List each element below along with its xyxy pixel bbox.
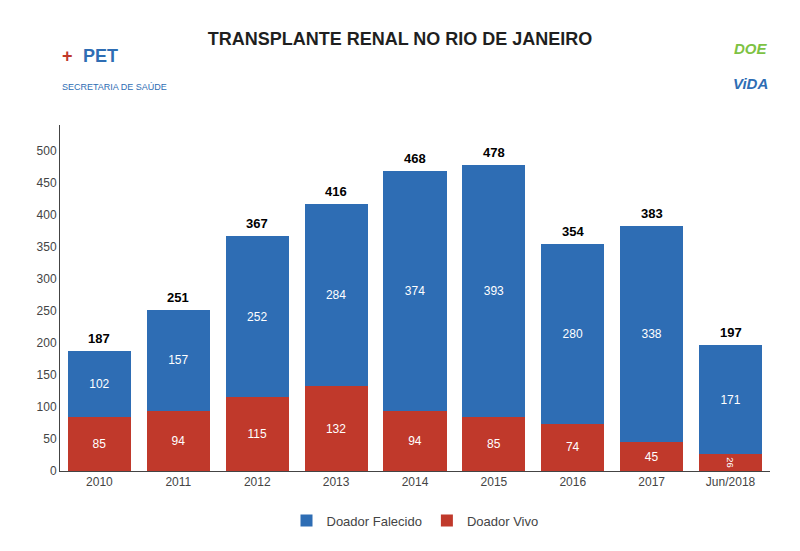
svg-text:100: 100 — [37, 400, 57, 414]
svg-text:2015: 2015 — [481, 475, 508, 489]
svg-text:2014: 2014 — [402, 475, 429, 489]
svg-text:400: 400 — [37, 208, 57, 222]
svg-text:Doador Falecido: Doador Falecido — [327, 514, 422, 529]
svg-text:85: 85 — [93, 437, 107, 451]
svg-text:Jun/2018: Jun/2018 — [706, 475, 756, 489]
svg-text:200: 200 — [37, 336, 57, 350]
svg-text:250: 250 — [37, 304, 57, 318]
svg-text:85: 85 — [487, 437, 501, 451]
svg-text:280: 280 — [563, 327, 583, 341]
svg-text:74: 74 — [566, 440, 580, 454]
svg-text:132: 132 — [326, 422, 346, 436]
svg-text:251: 251 — [167, 290, 189, 305]
svg-text:171: 171 — [720, 393, 740, 407]
svg-text:393: 393 — [484, 284, 504, 298]
svg-text:252: 252 — [247, 310, 267, 324]
svg-text:350: 350 — [37, 240, 57, 254]
svg-text:284: 284 — [326, 288, 346, 302]
svg-text:TRANSPLANTE RENAL NO RIO DE JA: TRANSPLANTE RENAL NO RIO DE JANEIRO — [208, 29, 593, 49]
svg-text:2012: 2012 — [244, 475, 271, 489]
svg-text:0: 0 — [50, 464, 57, 478]
svg-text:2017: 2017 — [638, 475, 665, 489]
svg-text:157: 157 — [168, 353, 188, 367]
svg-text:367: 367 — [246, 216, 268, 231]
svg-text:478: 478 — [483, 145, 505, 160]
svg-text:45: 45 — [645, 450, 659, 464]
svg-text:2011: 2011 — [165, 475, 191, 489]
svg-text:94: 94 — [171, 434, 185, 448]
svg-text:2010: 2010 — [86, 475, 113, 489]
svg-text:SECRETARIA DE SAÚDE: SECRETARIA DE SAÚDE — [62, 82, 167, 92]
svg-text:Doador Vivo: Doador Vivo — [467, 514, 538, 529]
svg-text:354: 354 — [562, 224, 584, 239]
svg-text:468: 468 — [404, 151, 426, 166]
svg-text:+: + — [62, 46, 73, 66]
svg-text:416: 416 — [325, 184, 347, 199]
svg-text:197: 197 — [720, 325, 742, 340]
svg-text:DOE: DOE — [734, 40, 768, 57]
svg-text:2013: 2013 — [323, 475, 350, 489]
svg-text:500: 500 — [37, 144, 57, 158]
svg-text:50: 50 — [43, 432, 57, 446]
svg-text:102: 102 — [89, 377, 109, 391]
svg-text:374: 374 — [405, 284, 425, 298]
svg-text:338: 338 — [641, 327, 661, 341]
svg-text:94: 94 — [408, 434, 422, 448]
svg-text:PET: PET — [83, 46, 118, 66]
svg-text:26: 26 — [725, 457, 735, 467]
svg-text:ViDA: ViDA — [733, 75, 768, 92]
svg-text:115: 115 — [247, 427, 266, 441]
svg-text:150: 150 — [37, 368, 57, 382]
svg-text:300: 300 — [37, 272, 57, 286]
svg-text:450: 450 — [37, 176, 57, 190]
svg-text:187: 187 — [88, 331, 110, 346]
svg-text:383: 383 — [641, 206, 663, 221]
svg-text:2016: 2016 — [559, 475, 586, 489]
